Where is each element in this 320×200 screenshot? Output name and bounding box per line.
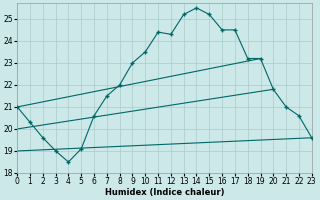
X-axis label: Humidex (Indice chaleur): Humidex (Indice chaleur) (105, 188, 224, 197)
